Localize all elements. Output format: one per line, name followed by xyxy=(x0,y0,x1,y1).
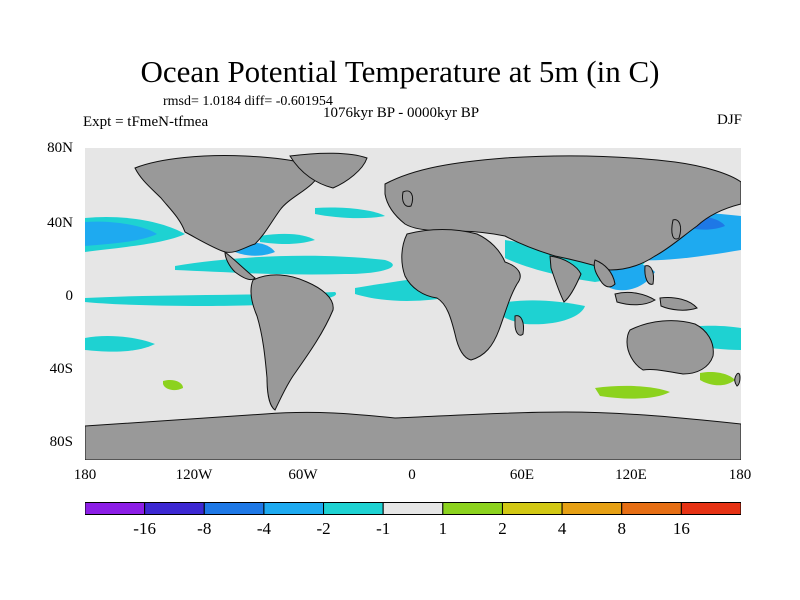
world-map xyxy=(85,148,741,460)
colorbar-box xyxy=(442,502,503,515)
colorbar-label: 1 xyxy=(438,519,448,538)
season-label: DJF xyxy=(716,112,742,128)
colorbar-box xyxy=(561,502,623,515)
rmsd-value: rmsd= 1.0184 xyxy=(163,94,241,109)
colorbar-label: -16 xyxy=(133,519,156,538)
lat-tick-80n: 80N xyxy=(47,140,73,156)
lat-tick-80s: 80S xyxy=(49,434,73,450)
colorbar-box xyxy=(203,502,265,515)
lon-tick-180e: 180 xyxy=(728,467,752,483)
lat-tick-40n: 40N xyxy=(47,215,73,231)
colorbar-label: 2 xyxy=(498,519,507,538)
diff-value: diff= -0.601954 xyxy=(244,94,333,109)
colorbar-label: -4 xyxy=(256,519,271,538)
colorbar-box xyxy=(621,502,682,515)
colorbar-label: -1 xyxy=(376,519,391,538)
lon-tick-120w: 120W xyxy=(175,467,213,483)
colorbar-box xyxy=(144,502,205,515)
map-title: Ocean Potential Temperature at 5m (in C) xyxy=(140,54,660,89)
colorbar-box xyxy=(382,502,444,515)
colorbar-label: 8 xyxy=(617,519,626,538)
colorbar-boxes xyxy=(85,502,741,515)
lat-tick-40s: 40S xyxy=(49,361,73,377)
lon-tick-180w: 180 xyxy=(73,467,97,483)
colorbar-label: -2 xyxy=(316,519,331,538)
lon-tick-60e: 60E xyxy=(509,467,535,483)
lat-tick-0: 0 xyxy=(65,288,74,304)
lon-tick-120e: 120E xyxy=(615,467,647,483)
land-masses xyxy=(85,152,741,460)
colorbar-box xyxy=(501,502,563,515)
colorbar-box xyxy=(85,502,146,515)
lon-tick-0: 0 xyxy=(408,467,416,483)
colorbar-box xyxy=(680,502,741,515)
time-range: 1076kyr BP - 0000kyr BP xyxy=(323,105,480,121)
colorbar-box xyxy=(323,502,384,515)
colorbar-label: 16 xyxy=(672,519,690,538)
experiment-label: Expt = tFmeN-tfmea xyxy=(83,114,209,130)
colorbar-box xyxy=(263,502,325,515)
stats-line: rmsd= 1.0184 diff= -0.601954 xyxy=(163,94,333,110)
colorbar xyxy=(85,502,741,515)
lon-tick-60w: 60W xyxy=(288,467,318,483)
colorbar-label: 4 xyxy=(557,519,567,538)
colorbar-label: -8 xyxy=(197,519,212,538)
